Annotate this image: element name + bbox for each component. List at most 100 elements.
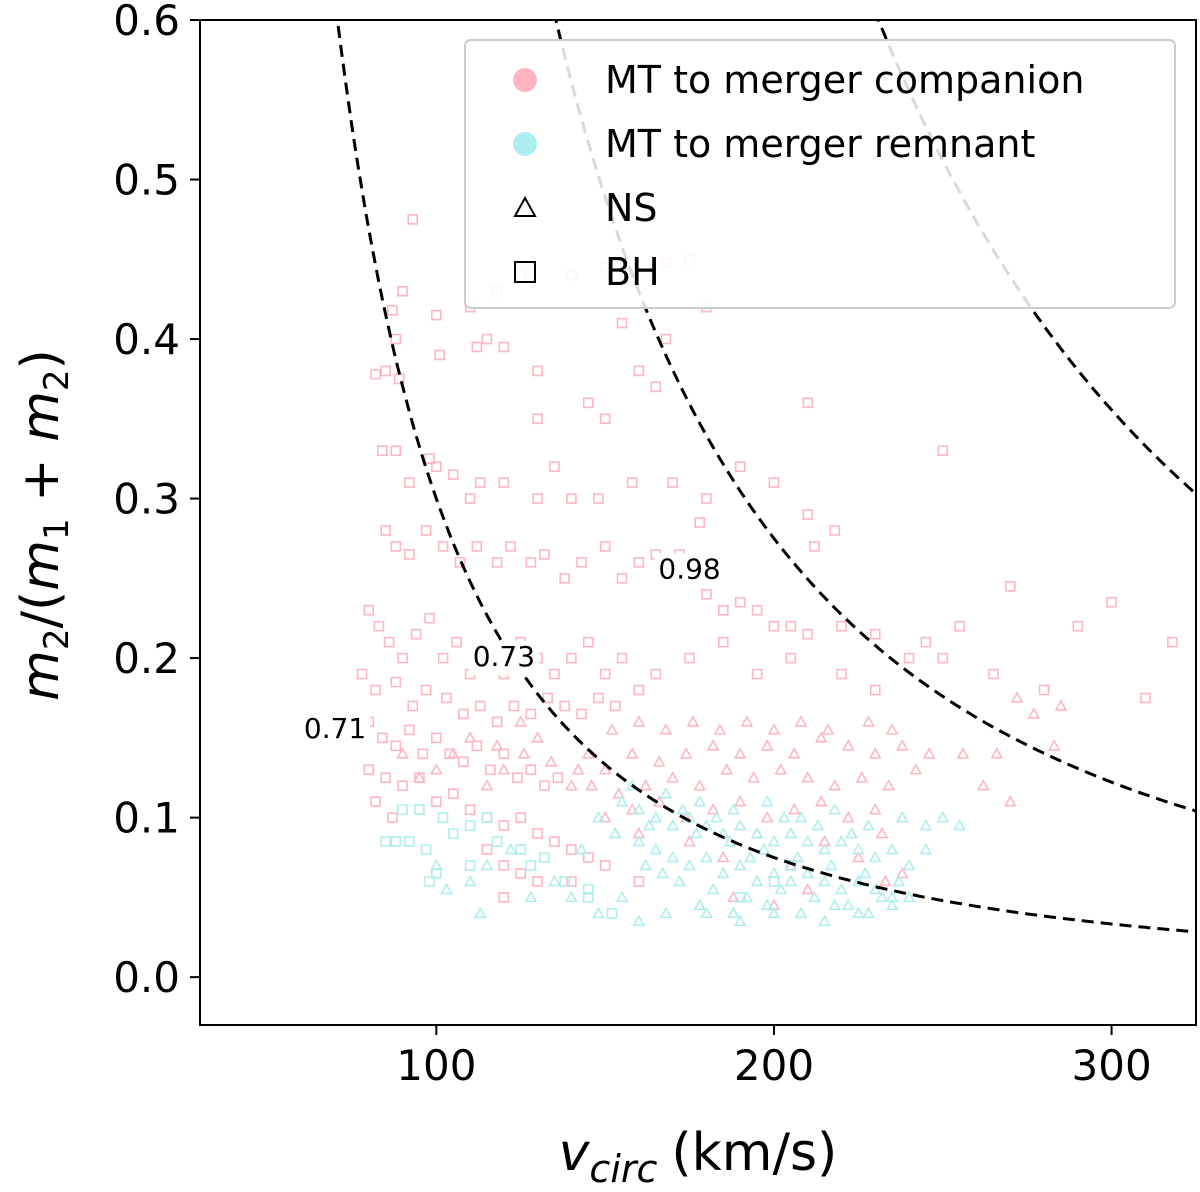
data-point-companion-ns-238 — [632, 715, 646, 727]
data-point-companion-bh-168 — [498, 892, 510, 903]
data-point-companion-bh-54 — [390, 541, 402, 552]
data-point-companion-ns-199 — [885, 723, 899, 735]
data-point-companion-bh-111 — [549, 668, 560, 680]
data-point-remnant-ns-39 — [767, 906, 781, 919]
data-point-companion-ns-220 — [787, 802, 801, 815]
data-point-remnant-bh-9 — [464, 820, 476, 831]
data-point-remnant-ns-71 — [784, 874, 798, 887]
data-point-companion-bh-86 — [1167, 636, 1178, 648]
data-point-companion-bh-122 — [441, 692, 452, 704]
data-point-companion-bh-116 — [633, 684, 645, 696]
data-point-remnant-ns-79 — [659, 787, 673, 799]
data-point-companion-bh-44 — [701, 493, 712, 504]
data-point-companion-bh-25 — [802, 397, 814, 409]
data-point-companion-bh-76 — [785, 620, 797, 632]
data-point-companion-bh-97 — [650, 668, 662, 680]
data-point-companion-bh-1 — [397, 285, 408, 297]
data-point-remnant-bh-7 — [424, 876, 435, 887]
data-point-remnant-ns-38 — [733, 914, 747, 927]
data-point-companion-bh-143 — [498, 748, 510, 760]
data-point-remnant-ns-99 — [727, 906, 740, 919]
data-point-companion-bh-113 — [582, 636, 594, 648]
data-point-remnant-ns-89 — [953, 818, 967, 831]
data-point-companion-ns-187 — [868, 747, 882, 759]
data-point-companion-ns-234 — [879, 874, 892, 887]
data-point-companion-bh-15 — [616, 317, 628, 329]
data-point-companion-bh-75 — [768, 620, 780, 632]
data-point-companion-bh-13 — [532, 365, 543, 377]
data-point-companion-bh-158 — [498, 820, 510, 831]
data-point-companion-bh-64 — [559, 573, 570, 584]
data-point-companion-ns-253 — [396, 747, 409, 759]
legend-marker-circle — [513, 68, 537, 92]
data-point-companion-ns-210 — [828, 779, 842, 791]
data-point-companion-bh-17 — [650, 381, 662, 393]
data-point-remnant-ns-109 — [791, 850, 804, 863]
data-point-companion-bh-41 — [593, 493, 604, 504]
data-point-companion-bh-26 — [532, 413, 543, 425]
data-point-companion-bh-60 — [491, 557, 503, 568]
data-point-remnant-ns-90 — [919, 842, 933, 855]
data-point-remnant-ns-85 — [862, 818, 875, 831]
data-point-companion-ns-185 — [814, 731, 828, 743]
data-point-companion-ns-196 — [1003, 795, 1017, 807]
data-point-companion-ns-247 — [514, 715, 528, 727]
data-point-companion-ns-176 — [571, 763, 585, 775]
data-point-companion-bh-94 — [751, 668, 763, 680]
data-point-companion-ns-202 — [612, 787, 626, 799]
data-point-remnant-ns-97 — [875, 890, 889, 903]
data-point-remnant-ns-113 — [743, 850, 757, 863]
data-point-remnant-bh-8 — [447, 828, 459, 839]
legend-label-1: MT to merger remnant — [605, 122, 1035, 166]
data-point-companion-bh-88 — [1038, 684, 1050, 696]
data-point-companion-bh-103 — [424, 612, 435, 624]
data-point-companion-ns-178 — [625, 747, 639, 759]
data-point-remnant-bh-12 — [525, 860, 537, 871]
data-point-remnant-ns-60 — [885, 842, 899, 855]
data-point-companion-bh-145 — [525, 764, 537, 776]
data-point-companion-bh-120 — [407, 700, 419, 712]
data-point-companion-ns-173 — [490, 739, 504, 751]
data-point-companion-bh-171 — [633, 876, 645, 887]
data-point-companion-bh-45 — [734, 461, 746, 472]
data-point-companion-bh-101 — [397, 652, 408, 664]
data-point-remnant-ns-51 — [733, 818, 747, 831]
data-point-remnant-ns-53 — [767, 834, 781, 847]
legend-marker-triangle — [513, 195, 537, 217]
data-point-companion-bh-96 — [684, 652, 695, 664]
data-point-companion-bh-160 — [532, 828, 543, 839]
x-axis: 100 200 300 — [396, 1025, 1152, 1090]
data-point-companion-bh-57 — [437, 541, 449, 552]
data-point-remnant-ns-88 — [936, 810, 950, 823]
data-point-companion-ns-191 — [990, 747, 1004, 759]
legend: MT to merger companion MT to merger remna… — [464, 39, 1176, 309]
data-point-companion-ns-229 — [875, 826, 889, 839]
data-point-companion-ns-230 — [716, 850, 730, 863]
data-point-companion-bh-135 — [390, 740, 402, 752]
data-point-remnant-bh-16 — [464, 860, 476, 871]
data-point-companion-bh-61 — [505, 541, 516, 552]
data-point-companion-bh-38 — [532, 493, 543, 504]
data-point-companion-bh-52 — [809, 541, 820, 552]
data-point-companion-bh-127 — [525, 708, 537, 720]
data-point-companion-bh-42 — [626, 477, 638, 488]
data-point-companion-bh-98 — [363, 604, 375, 616]
data-point-companion-ns-183 — [760, 739, 774, 751]
data-point-companion-bh-87 — [1140, 692, 1151, 704]
data-point-companion-ns-204 — [666, 771, 680, 783]
data-point-companion-ns-182 — [733, 747, 747, 759]
data-point-companion-ns-211 — [855, 771, 869, 783]
data-point-companion-bh-100 — [383, 636, 395, 648]
data-point-companion-ns-201 — [585, 779, 599, 791]
data-point-companion-ns-219 — [760, 810, 774, 823]
data-point-companion-bh-9 — [481, 333, 493, 345]
data-point-companion-bh-56 — [420, 525, 432, 536]
data-point-companion-ns-217 — [706, 802, 720, 815]
data-point-companion-bh-58 — [454, 557, 466, 568]
data-point-companion-ns-208 — [774, 763, 788, 775]
data-point-remnant-bh-2 — [397, 804, 408, 815]
data-point-remnant-ns-111 — [858, 866, 872, 879]
data-point-remnant-ns-122 — [575, 842, 588, 855]
data-point-companion-bh-46 — [768, 477, 780, 488]
data-point-companion-bh-59 — [471, 541, 483, 552]
